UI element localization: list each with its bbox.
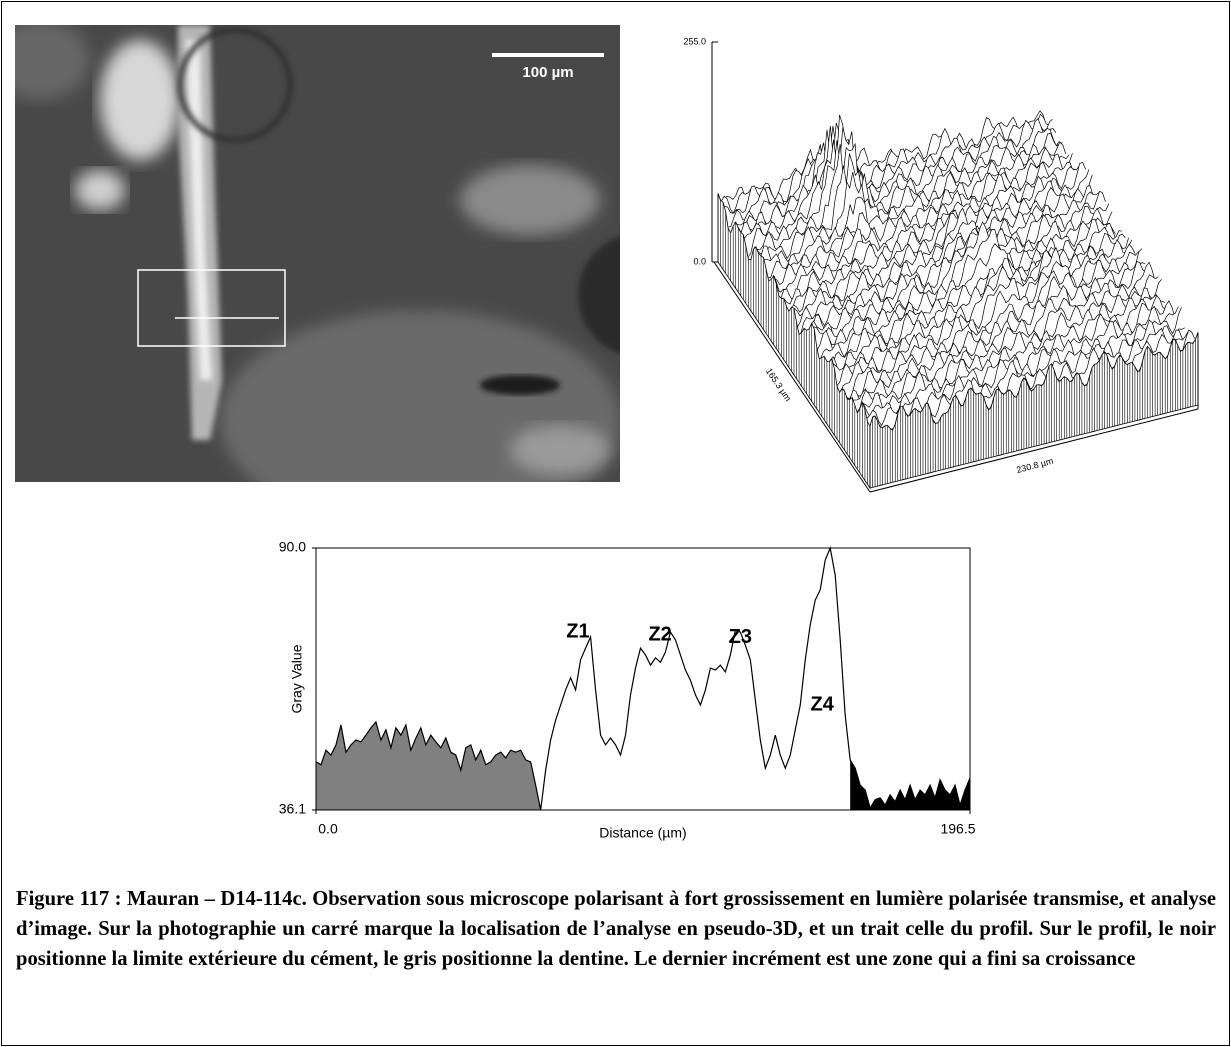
x-tick-label: 196.5: [940, 821, 975, 837]
zone-label: Z2: [648, 623, 671, 645]
micrograph: [15, 25, 620, 482]
zone-label: Z1: [566, 620, 589, 642]
surface-row-line: [816, 249, 1146, 351]
shaded-zone: [316, 722, 541, 810]
x-axis-label: Distance (µm): [599, 825, 686, 841]
plot-frame: [315, 547, 971, 811]
zone-label: Z4: [811, 693, 835, 715]
base-edge: [713, 261, 871, 493]
analysis-square: [137, 269, 286, 347]
surface-row-line: [853, 307, 1182, 409]
x-axis-label: 230.8 µm: [1015, 456, 1054, 475]
profile-line: [315, 545, 971, 811]
surface-row-line: [806, 243, 1136, 340]
y-axis-label: Gray Value: [289, 644, 305, 713]
profile-chart: 36.1 90.0 0.0 196.5 Distance (µm) Gray Value Z…: [279, 539, 976, 841]
z-tick-label: 255.0: [683, 36, 706, 46]
y-tick-label: 90.0: [279, 539, 306, 555]
surface-row-line: [787, 217, 1116, 314]
surface-row-line: [836, 287, 1166, 387]
caption: Figure 117 : Mauran – D14-114c. Observat…: [16, 888, 1216, 970]
base-edge: [869, 408, 1199, 493]
zone-label: Z3: [729, 626, 752, 648]
x-tick-label: 0.0: [318, 821, 338, 837]
surface-row-line: [724, 118, 1053, 214]
shaded-zone: [850, 759, 970, 810]
surface-row-line: [777, 190, 1106, 300]
surface-row-line: [796, 226, 1126, 328]
surface-row-line: [793, 218, 1123, 317]
scale-bar-label: 100 µm: [522, 64, 573, 81]
y-tick-label: 36.1: [279, 801, 306, 817]
z-tick-label: 0.0: [693, 256, 706, 266]
